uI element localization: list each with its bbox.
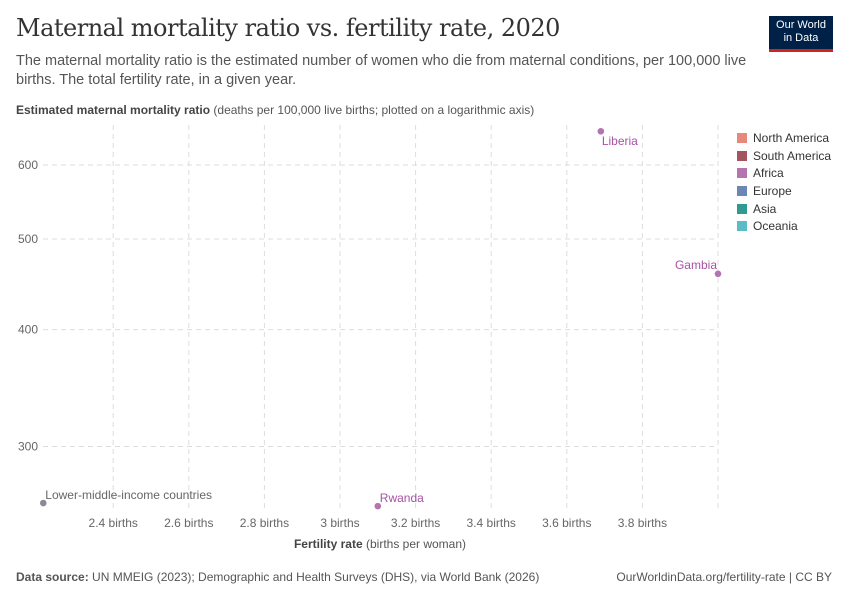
x-tick-label: 3.8 births [618,516,667,530]
logo-line2: in Data [783,32,819,44]
legend-swatch [737,150,747,161]
y-axis-label-bold: Estimated maternal mortality ratio [16,103,211,117]
legend-swatch [737,185,747,196]
legend-swatch [737,132,747,143]
legend-item[interactable]: South America [737,147,831,165]
x-tick-label: 2.8 births [240,516,289,530]
y-tick-label: 400 [18,323,38,337]
data-source: Data source: UN MMEIG (2023); Demographi… [16,570,539,584]
data-point-label: Gambia [675,258,717,272]
legend-label: Oceania [753,219,798,234]
data-point-rwanda [374,502,382,510]
y-axis-label: Estimated maternal mortality ratio (deat… [16,103,534,117]
legend-swatch [737,168,747,179]
legend-label: Europe [753,183,792,198]
legend-item[interactable]: Africa [737,164,831,182]
legend-item[interactable]: Asia [737,200,831,218]
data-point-label: Rwanda [380,491,424,505]
chart-subtitle: The maternal mortality ratio is the esti… [16,53,747,88]
x-axis-label-bold: Fertility rate [293,537,363,551]
source-text: UN MMEIG (2023); Demographic and Health … [88,570,540,584]
legend-swatch [737,203,747,214]
x-tick-label: 2.4 births [89,516,138,530]
x-tick-label: 2.6 births [164,516,213,530]
legend-label: Africa [753,166,784,181]
legend-item[interactable]: Europe [737,182,831,200]
x-axis-label: Fertility rate (births per woman) [0,537,760,551]
data-point-liberia [597,127,605,135]
x-tick-label: 3.2 births [391,516,440,530]
source-url[interactable]: OurWorldinData.org/fertility-rate | CC B… [616,570,832,584]
legend-swatch [737,221,747,232]
x-tick-label: 3 births [320,516,359,530]
legend: North America South America Africa Europe As… [737,129,831,235]
data-point-gambia [714,270,722,278]
source-label: Data source: [16,570,89,584]
legend-item[interactable]: Oceania [737,217,831,235]
chart-title: Maternal mortality ratio vs. fertility r… [16,14,560,42]
legend-item[interactable]: North America [737,129,831,147]
y-tick-label: 500 [18,232,38,246]
legend-label: North America [753,130,830,145]
x-tick-label: 3.6 births [542,516,591,530]
data-point-lower-middle-income-countries [39,499,47,507]
x-tick-label: 3.4 births [467,516,516,530]
data-point-label: Lower-middle-income countries [45,488,212,502]
y-tick-label: 600 [18,158,38,172]
owid-logo[interactable]: Our World in Data [769,16,833,52]
y-tick-label: 300 [18,439,38,453]
data-point-label: Liberia [602,134,638,148]
legend-label: South America [753,148,832,163]
x-axis-label-rest: (births per woman) [362,537,467,551]
y-axis-label-rest: (deaths per 100,000 live births; plotted… [210,103,535,117]
logo-line1: Our World [776,19,826,31]
legend-label: Asia [753,201,777,216]
